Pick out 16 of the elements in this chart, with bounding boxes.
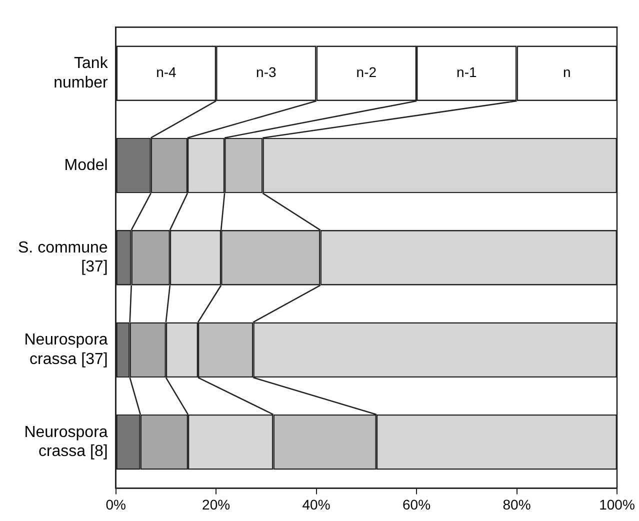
y-tick-label: Tank number — [54, 55, 109, 92]
data-label: n-4 — [156, 64, 177, 80]
x-tick-label: 40% — [302, 496, 330, 512]
x-tick-label: 100% — [599, 496, 635, 512]
x-tick-label: 60% — [402, 496, 431, 512]
x-tick-label: 20% — [202, 496, 230, 512]
x-tick-label: 0% — [106, 496, 126, 512]
data-label: n-1 — [456, 64, 477, 80]
y-tick-label: Neurospora crassa [37] — [24, 332, 108, 368]
x-tick-label: 80% — [502, 496, 531, 512]
data-label: n-3 — [256, 64, 276, 80]
y-tick-label: Model — [64, 156, 108, 174]
data-label: n — [562, 64, 571, 80]
data-label: n-2 — [356, 64, 377, 80]
y-tick-label: S. commune [37] — [18, 240, 108, 276]
y-tick-label: Neurospora crassa [8] — [24, 424, 108, 460]
